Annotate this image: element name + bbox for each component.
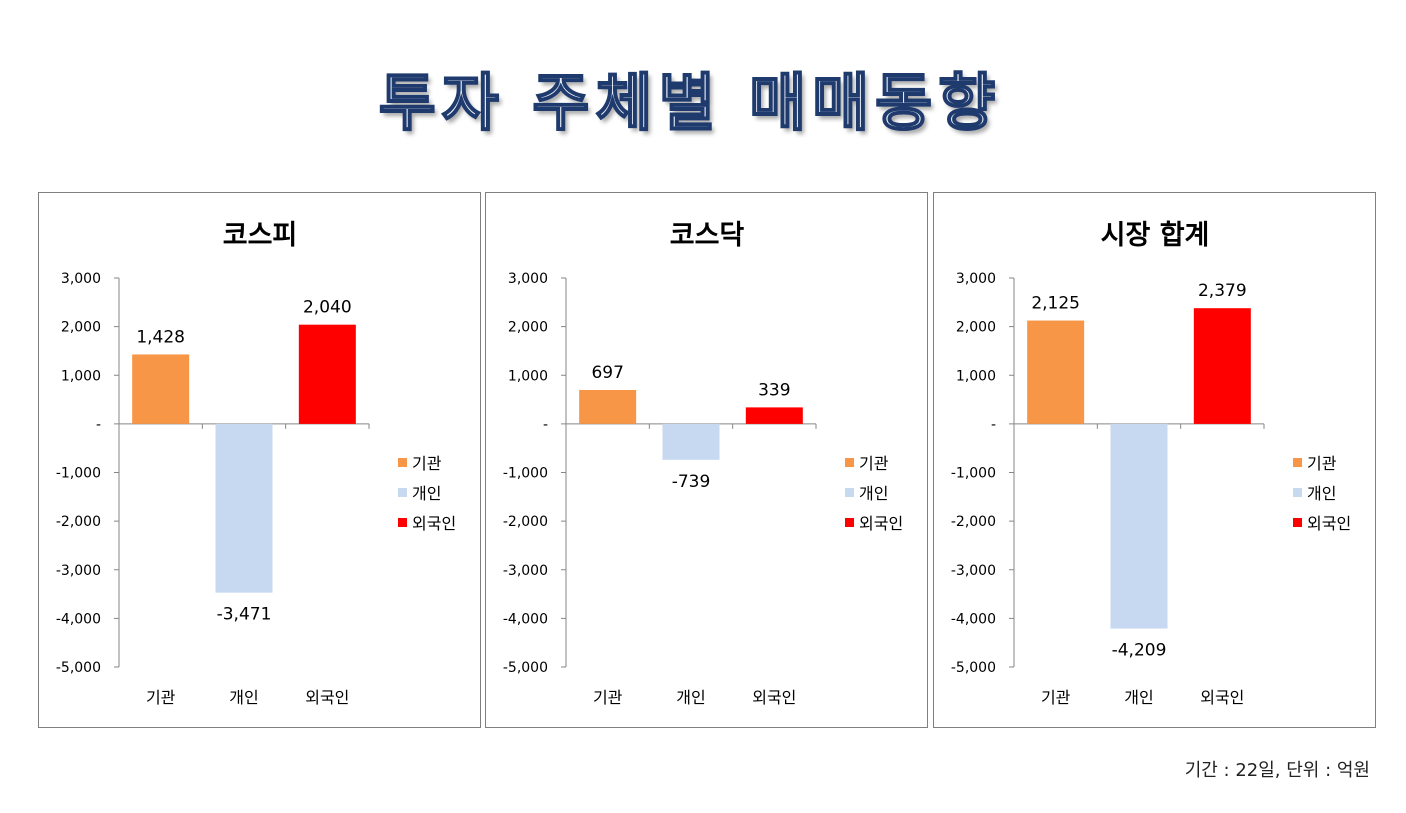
legend-swatch — [398, 488, 407, 497]
legend-label: 외국인 — [1307, 514, 1351, 533]
legend-label: 기관 — [859, 454, 889, 473]
data-label: 2,125 — [1031, 294, 1080, 314]
y-tick-label: -4,000 — [951, 611, 996, 627]
y-tick-label: -5,000 — [503, 660, 548, 676]
kospi-chart-panel: 코스피 3,000 2,000 1,000 - -1,000 -2,000 -3,000 -4,… — [38, 192, 481, 728]
x-category-label: 기관 — [593, 688, 623, 707]
y-tick-label: 1,000 — [956, 368, 996, 384]
y-tick-label: -1,000 — [56, 466, 101, 482]
y-tick-label: -4,000 — [503, 611, 548, 627]
legend-label: 개인 — [859, 484, 888, 503]
data-label: 697 — [591, 363, 623, 383]
legend-swatch — [1293, 488, 1302, 497]
y-tick-label: -3,000 — [503, 563, 548, 579]
bar-기관 — [132, 354, 190, 424]
x-category-label: 기관 — [146, 688, 176, 707]
data-label: 1,428 — [136, 327, 185, 347]
legend-swatch — [1293, 518, 1302, 527]
y-tick-label: -5,000 — [56, 660, 101, 676]
legend-label: 외국인 — [859, 514, 903, 533]
y-tick-label: -2,000 — [56, 514, 101, 530]
y-tick-label: -4,000 — [56, 611, 101, 627]
y-tick-label: 2,000 — [956, 320, 996, 336]
y-tick-label: 1,000 — [508, 368, 548, 384]
kosdaq-chart-svg: 코스닥 3,000 2,000 1,000 - -1,000 -2,000 -3,000 -4,… — [503, 220, 903, 707]
page-title: 투자 주체별 매매동향 — [378, 65, 1002, 140]
x-category-label: 개인 — [1124, 688, 1153, 707]
legend-swatch — [398, 458, 407, 467]
y-tick-label: 2,000 — [61, 320, 101, 336]
y-tick-label: 3,000 — [956, 271, 996, 287]
y-tick-label: 1,000 — [61, 368, 101, 384]
y-tick-label: 3,000 — [508, 271, 548, 287]
data-label: 2,040 — [303, 298, 352, 318]
bar-기관 — [1027, 320, 1085, 424]
y-tick-label: - — [991, 417, 996, 433]
bar-외국인 — [1193, 308, 1251, 424]
y-tick-label: -1,000 — [951, 466, 996, 482]
market-total-chart-panel: 시장 합계 3,000 2,000 1,000 - -1,000 -2,000 -3,000 -… — [933, 192, 1376, 728]
footnote: 기간 : 22일, 단위 : 억원 — [1184, 760, 1370, 781]
data-label: -3,471 — [217, 605, 272, 625]
legend-label: 기관 — [1307, 454, 1337, 473]
x-category-label: 개인 — [229, 688, 258, 707]
bar-외국인 — [745, 407, 803, 424]
y-tick-label: -3,000 — [951, 563, 996, 579]
x-category-label: 개인 — [676, 688, 705, 707]
y-tick-label: 3,000 — [61, 271, 101, 287]
bar-개인 — [215, 423, 273, 593]
bar-개인 — [662, 423, 720, 460]
y-tick-label: -2,000 — [503, 514, 548, 530]
data-label: 339 — [758, 380, 790, 400]
chart-title: 코스닥 — [670, 220, 745, 251]
y-tick-label: -2,000 — [951, 514, 996, 530]
kosdaq-chart-panel: 코스닥 3,000 2,000 1,000 - -1,000 -2,000 -3,000 -4,… — [485, 192, 928, 728]
y-tick-label: -3,000 — [56, 563, 101, 579]
data-label: 2,379 — [1198, 281, 1247, 301]
data-label: -4,209 — [1112, 641, 1167, 661]
legend-swatch — [845, 458, 854, 467]
legend-swatch — [845, 488, 854, 497]
y-tick-label: - — [96, 417, 101, 433]
y-tick-label: 2,000 — [508, 320, 548, 336]
bar-개인 — [1110, 423, 1168, 629]
x-category-label: 외국인 — [752, 688, 796, 707]
y-tick-label: -5,000 — [951, 660, 996, 676]
x-category-label: 외국인 — [1200, 688, 1244, 707]
legend-swatch — [1293, 458, 1302, 467]
market-total-chart-svg: 시장 합계 3,000 2,000 1,000 - -1,000 -2,000 -3,000 -… — [951, 220, 1351, 707]
legend-swatch — [845, 518, 854, 527]
data-label: -739 — [672, 472, 711, 492]
chart-title: 코스피 — [223, 220, 298, 251]
bar-외국인 — [298, 324, 356, 424]
x-category-label: 외국인 — [305, 688, 349, 707]
x-category-label: 기관 — [1041, 688, 1071, 707]
legend-swatch — [398, 518, 407, 527]
legend-label: 개인 — [1307, 484, 1336, 503]
bar-기관 — [579, 389, 637, 424]
legend-label: 기관 — [412, 454, 442, 473]
kospi-chart-svg: 코스피 3,000 2,000 1,000 - -1,000 -2,000 -3,000 -4,… — [56, 220, 456, 707]
chart-title: 시장 합계 — [1101, 220, 1210, 251]
y-tick-label: - — [543, 417, 548, 433]
legend-label: 개인 — [412, 484, 441, 503]
y-tick-label: -1,000 — [503, 466, 548, 482]
legend-label: 외국인 — [412, 514, 456, 533]
